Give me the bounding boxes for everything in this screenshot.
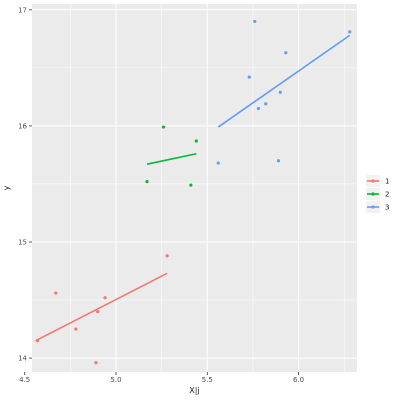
point-series-3	[284, 51, 288, 55]
point-series-1	[103, 296, 107, 300]
point-series-3	[264, 102, 268, 106]
fit-line-series-1	[35, 272, 168, 342]
legend-key-point-1	[371, 179, 375, 183]
y-tick-label: 15	[18, 238, 27, 246]
point-series-3	[247, 75, 251, 79]
y-axis: 14 15 16 17	[18, 6, 32, 363]
point-series-3	[216, 161, 220, 165]
point-series-2	[194, 139, 198, 143]
fit-line-series-2	[146, 152, 197, 165]
legend-key-point-2	[371, 192, 375, 196]
point-series-3	[278, 90, 282, 94]
point-series-3	[276, 159, 281, 163]
point-series-1	[96, 310, 100, 314]
plot-panel	[32, 4, 357, 372]
legend-label-1: 1	[385, 178, 389, 186]
y-tick-label: 17	[18, 6, 27, 14]
y-tick-label: 14	[18, 355, 27, 363]
legend-key-point-3	[371, 205, 375, 209]
x-tick-label: 6.0	[293, 376, 304, 384]
point-series-1	[74, 327, 78, 331]
point-series-3	[348, 30, 352, 34]
x-tick-label: 5.0	[110, 376, 121, 384]
point-series-2	[161, 125, 166, 129]
y-tick-label: 16	[18, 122, 27, 130]
x-tick-label: 5.5	[202, 376, 213, 384]
data-points	[35, 19, 352, 365]
point-series-1	[94, 361, 98, 365]
fit-line-series-3	[217, 34, 351, 128]
point-series-2	[145, 180, 149, 184]
fit-lines	[35, 34, 351, 342]
x-axis: 4.5 5.0 5.5 6.0	[19, 372, 304, 384]
legend: 1 2 3	[366, 175, 389, 213]
legend-label-2: 2	[385, 191, 389, 199]
major-gridlines	[24, 4, 357, 372]
point-series-1	[165, 254, 169, 258]
legend-label-3: 3	[385, 204, 389, 212]
x-axis-title: X|j	[189, 386, 199, 395]
point-series-3	[256, 106, 261, 111]
x-tick-label: 4.5	[19, 376, 30, 384]
point-series-1	[54, 291, 58, 295]
point-series-1	[35, 339, 40, 343]
point-series-3	[253, 19, 257, 24]
y-axis-title: y	[2, 185, 11, 190]
point-series-2	[189, 183, 193, 187]
